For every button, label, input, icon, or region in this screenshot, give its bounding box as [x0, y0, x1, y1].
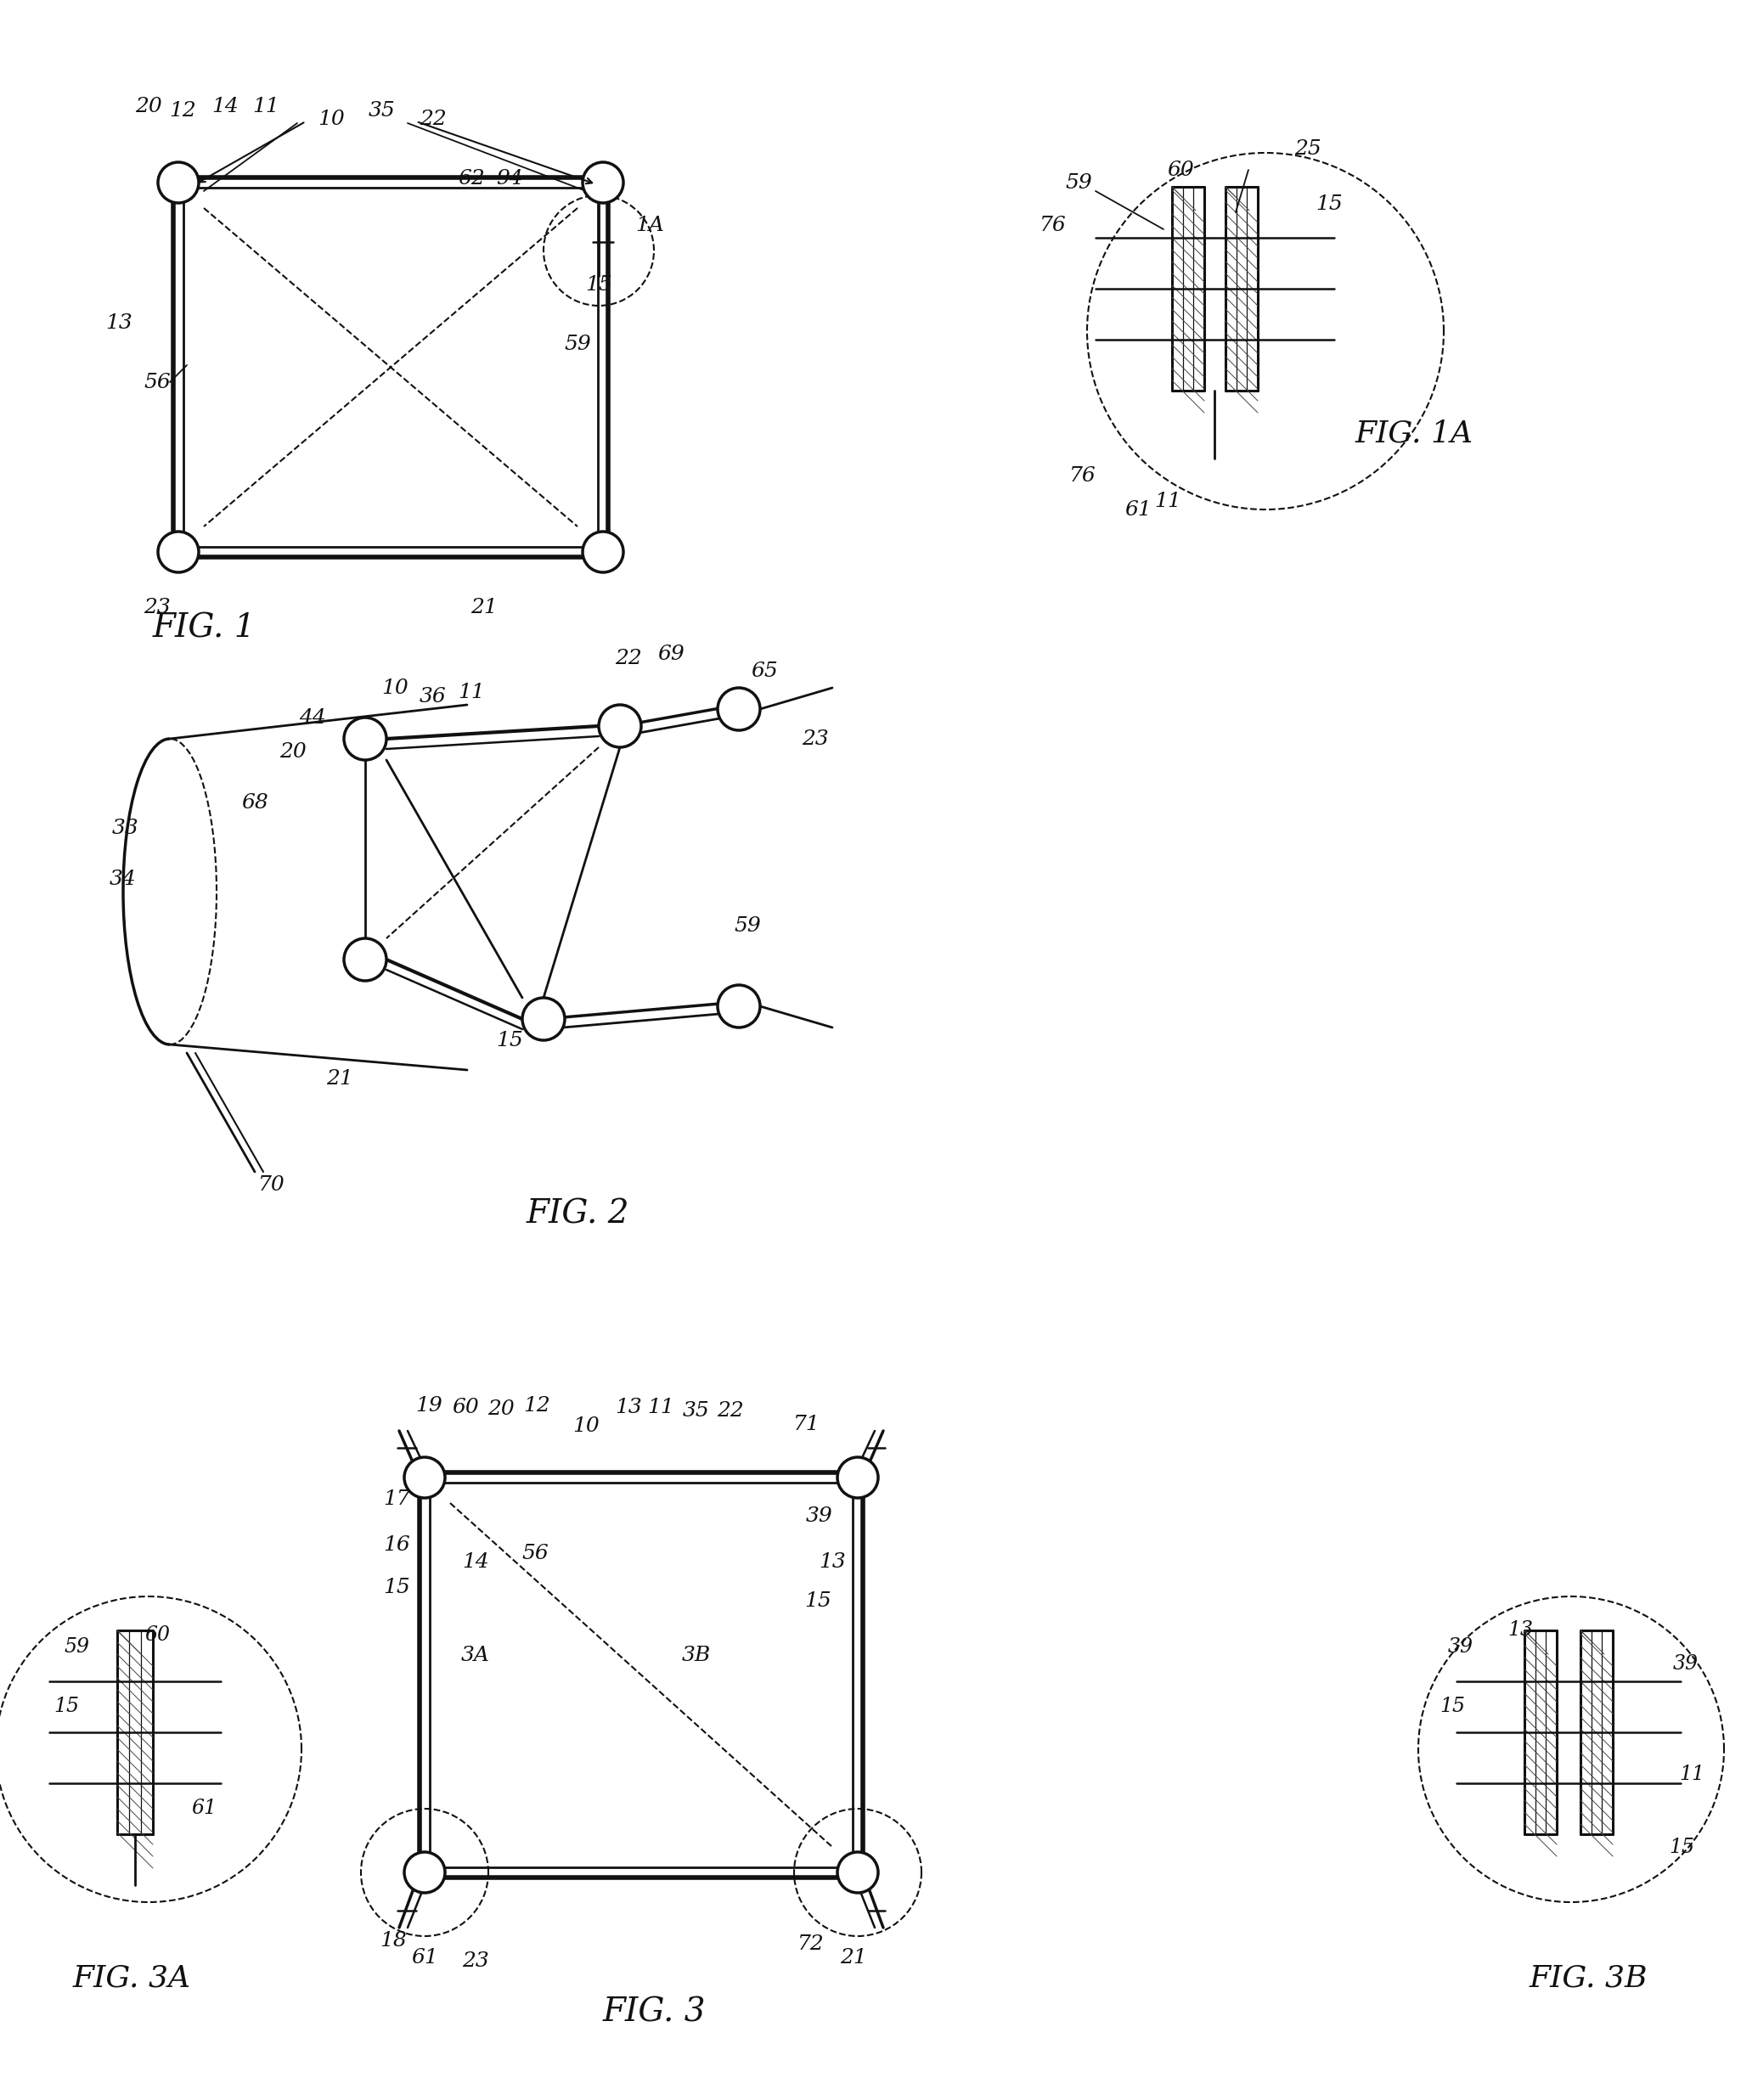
Circle shape [404, 1457, 446, 1497]
Text: 23: 23 [143, 596, 171, 617]
Text: 12: 12 [524, 1397, 550, 1415]
Text: 59: 59 [564, 334, 590, 353]
Text: 60: 60 [1166, 160, 1194, 181]
Text: 21: 21 [326, 1069, 353, 1088]
Text: 68: 68 [242, 792, 268, 813]
Text: FIG. 2: FIG. 2 [526, 1199, 629, 1231]
Text: 60: 60 [145, 1625, 171, 1644]
Text: 10: 10 [381, 678, 409, 697]
Text: 61: 61 [411, 1947, 439, 1968]
Text: 15: 15 [54, 1697, 78, 1716]
Text: 18: 18 [380, 1930, 407, 1951]
Text: 19: 19 [416, 1397, 442, 1415]
Text: 13: 13 [615, 1399, 642, 1418]
Text: FIG. 3A: FIG. 3A [73, 1964, 192, 1993]
Text: FIG. 1: FIG. 1 [151, 613, 256, 645]
Text: 33: 33 [111, 819, 139, 838]
Text: 56: 56 [143, 372, 171, 393]
Text: 76: 76 [1039, 216, 1067, 235]
Text: 20: 20 [280, 741, 306, 762]
Text: 39: 39 [806, 1506, 832, 1525]
Text: 69: 69 [658, 645, 684, 664]
Text: 71: 71 [794, 1415, 820, 1434]
Text: 12: 12 [169, 101, 197, 120]
Circle shape [837, 1852, 877, 1892]
Text: 35: 35 [369, 101, 395, 120]
Text: 15: 15 [1440, 1697, 1464, 1716]
Text: 59: 59 [1065, 172, 1092, 193]
Text: 22: 22 [420, 109, 447, 128]
Text: 21: 21 [470, 596, 498, 617]
Circle shape [404, 1852, 446, 1892]
Text: 11: 11 [1678, 1764, 1704, 1785]
Text: 34: 34 [110, 869, 136, 888]
Text: 11: 11 [648, 1399, 674, 1418]
Text: 94: 94 [496, 168, 522, 189]
Circle shape [717, 985, 761, 1027]
Circle shape [522, 998, 564, 1040]
Text: 11: 11 [252, 97, 279, 115]
Text: FIG. 3: FIG. 3 [602, 1997, 705, 2029]
Text: 72: 72 [797, 1934, 825, 1955]
Text: 11: 11 [458, 682, 484, 701]
Text: 3A: 3A [461, 1646, 489, 1665]
Circle shape [583, 162, 623, 204]
Text: 59: 59 [735, 916, 761, 935]
Text: 35: 35 [682, 1401, 710, 1422]
Text: 20: 20 [136, 97, 162, 115]
Text: FIG. 3B: FIG. 3B [1529, 1964, 1647, 1993]
Text: 15: 15 [383, 1579, 411, 1598]
Text: 17: 17 [383, 1489, 411, 1508]
Text: 21: 21 [839, 1947, 867, 1968]
Text: 10: 10 [573, 1418, 599, 1436]
Text: FIG. 1A: FIG. 1A [1354, 418, 1473, 447]
Text: 15: 15 [1670, 1838, 1694, 1856]
Text: 61: 61 [192, 1800, 216, 1819]
Text: 15: 15 [804, 1592, 832, 1611]
Text: 11: 11 [1154, 491, 1180, 510]
Circle shape [158, 162, 198, 204]
Text: 22: 22 [717, 1401, 743, 1422]
Text: 39: 39 [1673, 1655, 1699, 1674]
Circle shape [345, 718, 387, 760]
Text: 20: 20 [487, 1401, 515, 1420]
Text: 10: 10 [317, 109, 345, 128]
Text: 76: 76 [1069, 466, 1097, 485]
Text: 36: 36 [420, 687, 447, 706]
Text: 61: 61 [1125, 500, 1151, 519]
Text: 13: 13 [818, 1552, 846, 1573]
Circle shape [837, 1457, 877, 1497]
Circle shape [583, 531, 623, 573]
Text: 23: 23 [461, 1951, 489, 1972]
Text: 14: 14 [212, 97, 239, 115]
Text: 15: 15 [585, 275, 613, 294]
Text: 44: 44 [299, 708, 326, 727]
Text: 15: 15 [1316, 193, 1342, 214]
Text: 14: 14 [461, 1552, 489, 1573]
Circle shape [717, 689, 761, 731]
Text: 16: 16 [383, 1535, 411, 1556]
Text: 62: 62 [458, 168, 484, 189]
Circle shape [599, 706, 641, 748]
Text: 22: 22 [615, 649, 642, 668]
Text: 23: 23 [803, 729, 829, 748]
Text: 56: 56 [522, 1544, 548, 1564]
Text: 13: 13 [1508, 1621, 1532, 1640]
Text: 70: 70 [258, 1174, 286, 1195]
Circle shape [345, 939, 387, 981]
Text: 1A: 1A [635, 216, 663, 235]
Text: 59: 59 [64, 1638, 89, 1657]
Text: 39: 39 [1449, 1638, 1473, 1657]
Text: 25: 25 [1294, 139, 1321, 158]
Text: 3B: 3B [682, 1646, 710, 1665]
Text: 13: 13 [106, 313, 132, 332]
Text: 60: 60 [453, 1399, 479, 1418]
Text: 65: 65 [750, 662, 778, 680]
Text: 15: 15 [496, 1031, 522, 1050]
Circle shape [158, 531, 198, 573]
